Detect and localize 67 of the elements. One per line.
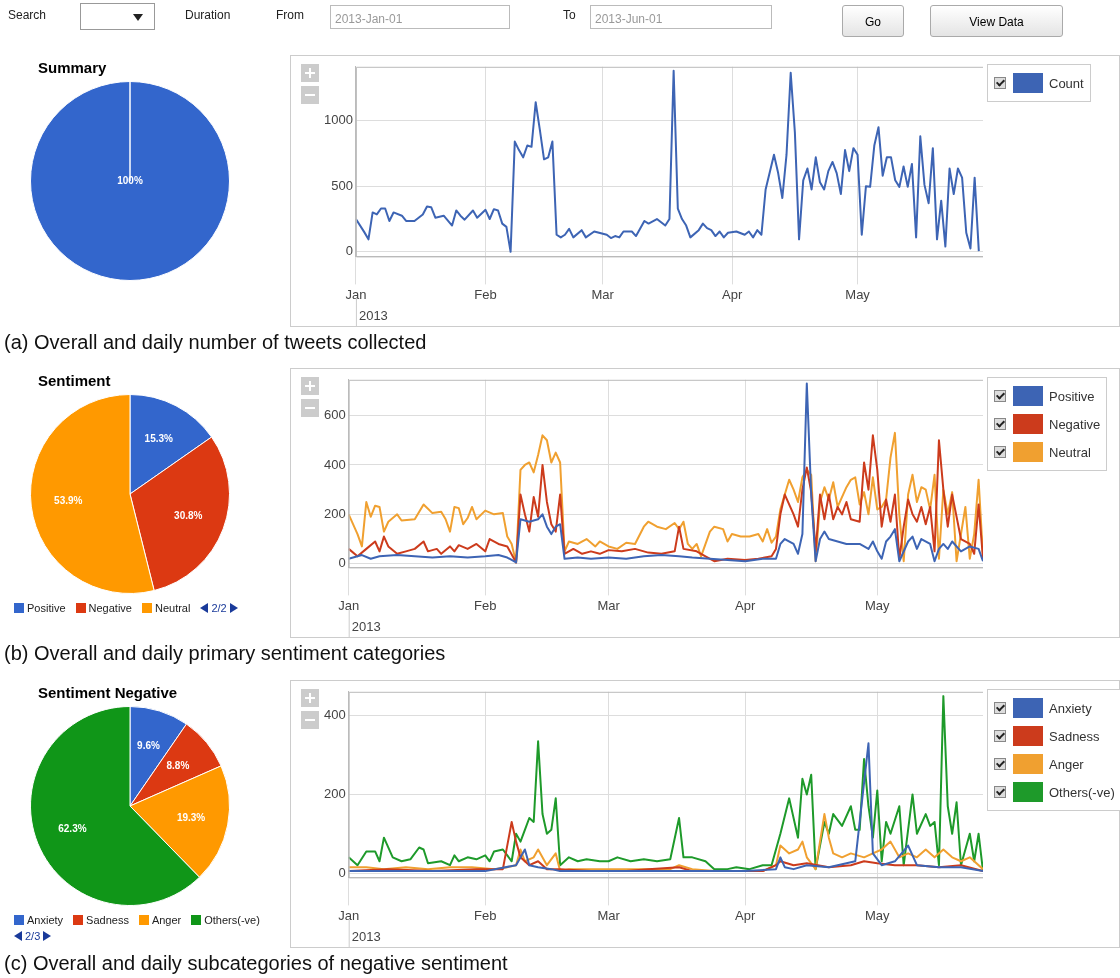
text: (c) Overall and daily subcategories of negative sentiment xyxy=(4,952,508,975)
legend-label: Neutral xyxy=(1049,444,1091,460)
text: To xyxy=(563,8,576,22)
legend-label: Anger xyxy=(151,914,182,926)
x-tick-label: Feb xyxy=(474,907,497,923)
legend-label: Anxiety xyxy=(27,914,64,926)
y-tick-label: 400 xyxy=(323,707,346,723)
legend-label: Anger xyxy=(1049,756,1084,772)
text: 2013 xyxy=(351,929,381,945)
text: 2013 xyxy=(351,619,381,635)
legend-label: Positive xyxy=(27,602,66,614)
text: Go xyxy=(842,5,904,37)
chart-title: Summary xyxy=(38,59,107,76)
y-tick-label: 600 xyxy=(323,407,346,423)
legend-label: Count xyxy=(1049,75,1084,91)
chart-title: Sentiment Negative xyxy=(38,684,178,701)
data-label: 9.6% xyxy=(137,740,160,752)
x-tick-label: Jan xyxy=(338,597,360,613)
text: 2/3 xyxy=(25,930,41,942)
legend-label: Neutral xyxy=(154,602,191,614)
x-tick-label: Feb xyxy=(474,597,497,613)
text: (b) Overall and daily primary sentiment categories xyxy=(4,642,446,665)
legend-label: Positive xyxy=(1049,388,1095,404)
legend-label: Anxiety xyxy=(1049,700,1092,716)
text: View Data xyxy=(930,5,1063,37)
x-tick-label: Mar xyxy=(597,907,621,923)
x-tick-label: May xyxy=(865,907,891,923)
x-tick-label: Feb xyxy=(474,286,497,302)
legend-label: Negative xyxy=(88,602,132,614)
text: (a) Overall and daily number of tweets collected xyxy=(4,331,427,354)
y-tick-label: 500 xyxy=(331,177,353,193)
x-tick-label: Apr xyxy=(722,286,743,302)
data-label: 15.3% xyxy=(144,432,174,444)
data-label: 8.8% xyxy=(166,760,190,772)
data-label: 100% xyxy=(117,174,143,186)
x-tick-label: Mar xyxy=(597,597,621,613)
legend-label: Negative xyxy=(1049,416,1101,432)
x-tick-label: Apr xyxy=(735,597,756,613)
text: Duration xyxy=(185,8,231,22)
data-label: 19.3% xyxy=(176,811,206,823)
text: 2013 xyxy=(358,308,388,324)
x-tick-label: Apr xyxy=(735,907,756,923)
y-tick-label: 0 xyxy=(345,243,353,259)
x-tick-label: May xyxy=(845,286,871,302)
data-label: 53.9% xyxy=(54,495,83,507)
text: 2013-Jan-01 xyxy=(330,5,510,29)
data-label: 30.8% xyxy=(174,509,203,521)
x-tick-label: Jan xyxy=(345,286,367,302)
y-tick-label: 1000 xyxy=(324,112,353,128)
legend-label: Sadness xyxy=(1049,728,1100,744)
x-tick-label: Jan xyxy=(338,907,360,923)
text: Search xyxy=(8,8,47,22)
legend-label: Sadness xyxy=(86,914,129,926)
y-tick-label: 200 xyxy=(323,786,346,802)
data-label: 62.3% xyxy=(58,823,87,835)
y-tick-label: 200 xyxy=(323,505,346,521)
x-tick-label: May xyxy=(865,597,891,613)
y-tick-label: 400 xyxy=(323,456,346,472)
chart-title: Sentiment xyxy=(38,372,111,389)
legend-label: Others(-ve) xyxy=(204,914,260,926)
text: 2/2 xyxy=(211,602,227,614)
text: From xyxy=(276,8,304,22)
y-tick-label: 0 xyxy=(338,864,346,880)
legend-label: Others(-ve) xyxy=(1049,784,1115,800)
y-tick-label: 0 xyxy=(338,555,346,571)
x-tick-label: Mar xyxy=(591,286,615,302)
text: 2013-Jun-01 xyxy=(590,5,772,29)
